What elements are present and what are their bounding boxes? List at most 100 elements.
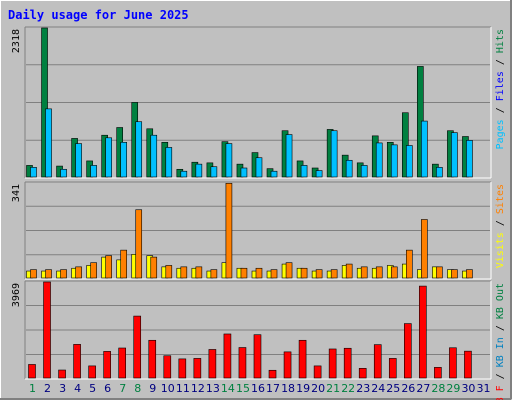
bar-pages-day-30: [466, 140, 473, 178]
bar-kbf-day-18: [283, 351, 292, 379]
bar-kbf-day-3: [58, 369, 66, 379]
legend-top-part-1: /: [495, 101, 506, 119]
bar-pages-day-19: [300, 165, 308, 178]
x-tick-label-10: 10: [161, 382, 175, 395]
x-tick-label-16: 16: [251, 382, 265, 395]
legend-bottom-part-4: KB Out: [495, 283, 506, 319]
bar-pages-day-9: [150, 134, 158, 178]
bar-sites-day-16: [255, 267, 263, 279]
x-tick-label-14: 14: [221, 382, 235, 395]
bar-kbf-day-20: [313, 365, 322, 379]
legend-middle: Visits / Sites: [495, 184, 506, 268]
x-tick-label-25: 25: [386, 382, 400, 395]
bar-sites-day-2: [45, 269, 52, 279]
bar-sites-day-21: [330, 269, 338, 279]
bar-pages-day-7: [120, 141, 127, 178]
bar-pages-day-5: [90, 165, 97, 178]
bar-pages-day-4: [75, 143, 82, 178]
x-tick-label-18: 18: [281, 382, 295, 395]
bar-sites-day-13: [210, 269, 218, 279]
bar-sites-day-24: [375, 266, 383, 279]
x-tick-label-21: 21: [326, 382, 340, 395]
bar-kbf-day-8: [133, 315, 142, 379]
bar-kbf-day-10: [163, 355, 172, 379]
bar-pages-day-22: [345, 159, 353, 178]
bar-pages-day-6: [105, 137, 112, 178]
x-tick-label-19: 19: [296, 382, 310, 395]
x-tick-label-28: 28: [431, 382, 445, 395]
bar-pages-day-16: [255, 157, 263, 178]
x-tick-label-8: 8: [134, 382, 141, 395]
bar-kbf-day-14: [223, 333, 232, 379]
x-tick-label-26: 26: [401, 382, 415, 395]
legend-bottom-part-0: KB F: [495, 385, 506, 400]
legend-top-part-0: Pages: [495, 119, 506, 149]
bar-pages-day-27: [421, 120, 428, 178]
chart-title: Daily usage for June 2025: [8, 8, 189, 22]
bar-kbf-day-2: [43, 281, 51, 379]
bar-kbf-day-1: [28, 364, 36, 379]
bar-sites-day-7: [120, 249, 127, 279]
x-tick-label-22: 22: [341, 382, 355, 395]
bar-sites-day-17: [270, 269, 278, 279]
legend-top-part-3: /: [495, 53, 506, 71]
ymax-label-top: 2318: [11, 29, 22, 53]
bar-hits-day-26: [402, 112, 409, 178]
x-tick-label-30: 30: [461, 382, 475, 395]
x-tick-label-27: 27: [416, 382, 430, 395]
bar-pages-day-25: [390, 144, 398, 178]
bar-pages-day-20: [315, 170, 323, 178]
bar-kbf-day-23: [358, 368, 367, 379]
bar-sites-day-30: [466, 269, 473, 279]
x-tick-label-11: 11: [176, 382, 190, 395]
x-tick-label-24: 24: [371, 382, 385, 395]
bar-sites-day-9: [150, 256, 158, 279]
x-tick-label-1: 1: [29, 382, 36, 395]
ymax-label-bottom: 3969: [11, 283, 22, 307]
x-tick-label-2: 2: [44, 382, 51, 395]
legend-bottom-part-2: KB In: [495, 337, 506, 367]
bar-kbf-day-27: [419, 285, 427, 379]
x-tick-label-4: 4: [74, 382, 81, 395]
bar-pages-day-13: [210, 166, 218, 178]
x-tick-label-12: 12: [191, 382, 205, 395]
x-tick-label-13: 13: [206, 382, 220, 395]
bar-kbf-day-26: [404, 323, 412, 379]
bar-kbf-day-11: [178, 358, 187, 379]
bar-kbf-day-19: [298, 339, 307, 379]
bar-pages-day-3: [60, 168, 67, 178]
bar-kbf-day-9: [148, 339, 157, 379]
bar-pages-day-8: [135, 121, 143, 178]
x-tick-label-7: 7: [119, 382, 126, 395]
bar-kbf-day-13: [208, 349, 217, 379]
bar-sites-day-29: [451, 269, 458, 279]
bar-kbf-day-25: [388, 358, 397, 379]
bar-kbf-day-7: [118, 347, 126, 379]
bar-hits-day-2: [41, 27, 48, 178]
bar-pages-day-18: [285, 134, 293, 178]
bar-sites-day-20: [315, 269, 323, 279]
x-tick-label-20: 20: [311, 382, 325, 395]
bar-sites-day-11: [180, 266, 188, 279]
bar-sites-day-15: [240, 267, 248, 279]
x-tick-label-9: 9: [149, 382, 156, 395]
bar-kbf-day-30: [464, 350, 472, 379]
x-tick-label-3: 3: [59, 382, 66, 395]
bar-sites-day-10: [165, 265, 173, 279]
bar-pages-day-2: [45, 108, 52, 178]
bar-kbf-day-5: [88, 365, 96, 379]
bar-kbf-day-17: [268, 369, 277, 379]
bar-kbf-day-29: [449, 347, 457, 379]
bar-pages-day-23: [360, 165, 368, 178]
bar-pages-day-10: [165, 147, 173, 178]
bar-kbf-day-21: [328, 348, 337, 379]
legend-middle-part-2: Sites: [495, 184, 506, 214]
legend-top: Pages / Files / Hits: [495, 29, 506, 149]
legend-middle-part-1: /: [495, 214, 506, 232]
legend-top-part-4: Hits: [495, 29, 506, 53]
legend-middle-part-0: Visits: [495, 232, 506, 268]
bar-kbf-day-4: [73, 344, 81, 379]
bar-sites-day-1: [30, 269, 37, 279]
bar-sites-day-27: [421, 219, 428, 279]
